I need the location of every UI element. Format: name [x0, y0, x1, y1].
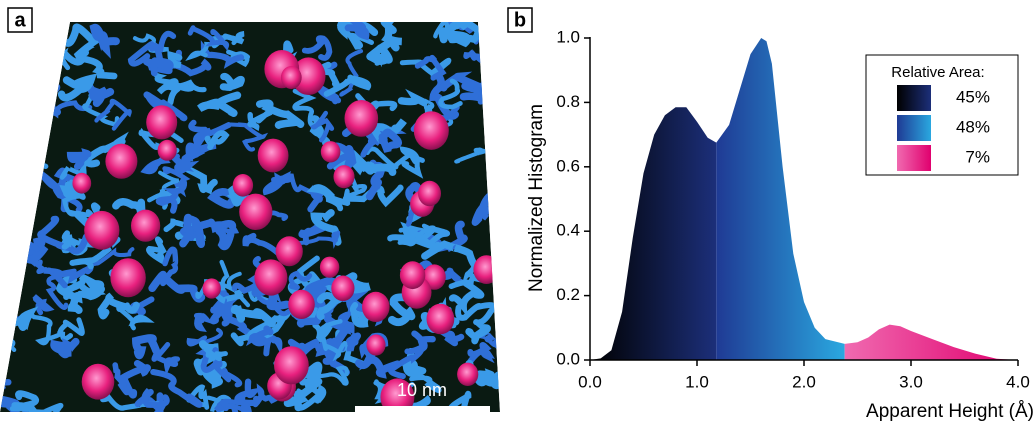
texture-bump: [331, 276, 354, 302]
texture-bump: [321, 141, 341, 162]
legend-swatch: [897, 85, 931, 111]
texture-ridge: [0, 285, 6, 298]
texture-bump: [258, 139, 289, 173]
x-tick-label: 2.0: [792, 372, 816, 391]
texture-bump: [84, 211, 119, 250]
y-tick-label: 0.4: [556, 221, 580, 240]
texture-ridge: [4, 218, 28, 255]
texture-ridge: [0, 126, 16, 145]
texture-ridge: [483, 181, 516, 210]
texture-ridge: [0, 39, 21, 54]
texture-bump: [131, 210, 160, 242]
texture-ridge: [476, 18, 503, 42]
legend: Relative Area: 45% 48% 7%: [866, 55, 1018, 175]
area: [716, 38, 844, 360]
area: [590, 107, 716, 360]
texture-ridge: [65, 233, 71, 247]
texture-bump: [418, 181, 441, 206]
texture-bump: [72, 173, 91, 194]
texture-ridge: [389, 0, 414, 23]
texture-bump: [281, 66, 302, 89]
y-tick-label: 0.6: [556, 156, 580, 175]
y-tick-label: 0.8: [556, 92, 580, 111]
x-tick-label: 4.0: [1006, 372, 1030, 391]
texture-bump: [288, 290, 315, 319]
texture-bump: [158, 140, 177, 161]
texture-ridge: [481, 82, 503, 102]
legend-label: 45%: [956, 87, 990, 106]
texture-bump: [110, 258, 145, 297]
texture-bump: [239, 194, 272, 230]
legend-label: 48%: [956, 117, 990, 136]
texture-bump: [427, 304, 455, 335]
texture-ridge: [17, 89, 40, 115]
x-axis-label: Apparent Height (Å): [866, 401, 1034, 422]
panel-label: b: [514, 9, 526, 31]
area: [845, 325, 1018, 360]
texture-bump: [457, 363, 478, 386]
legend-swatch: [897, 145, 931, 171]
texture-ridge: [22, 165, 45, 176]
figure: a 10 nm b Apparent Height (Å) Normalized…: [0, 0, 1036, 426]
texture-bump: [203, 278, 221, 298]
texture-bump: [276, 236, 303, 266]
legend-label: 7%: [965, 147, 990, 166]
stm-image: [0, 0, 524, 426]
texture-bump: [345, 100, 379, 137]
texture-bump: [146, 105, 177, 139]
texture-bump: [366, 334, 385, 355]
texture-bump: [82, 364, 115, 400]
texture-bump: [105, 144, 137, 179]
texture-ridge: [0, 330, 14, 349]
texture-ridge: [0, 235, 26, 249]
y-tick-label: 0.0: [556, 349, 580, 368]
texture-bump: [274, 346, 309, 384]
texture-ridge: [41, 86, 58, 112]
x-tick-label: 3.0: [899, 372, 923, 391]
x-tick-label: 1.0: [685, 372, 709, 391]
texture-bump: [320, 257, 339, 278]
y-tick-label: 1.0: [556, 27, 580, 46]
texture-bump: [254, 259, 287, 295]
texture-bump: [414, 111, 449, 150]
scale-bar-label: 10 nm: [397, 380, 447, 400]
page: { "panel_a": {"label": "a", "scale_bar":…: [0, 0, 1036, 426]
texture-bump: [334, 165, 355, 188]
texture-bump: [473, 255, 499, 284]
y-axis-label: Normalized Histogram: [526, 104, 547, 292]
texture-bump: [400, 261, 425, 289]
texture-ridge: [1, 310, 29, 327]
y-tick-label: 0.2: [556, 285, 580, 304]
legend-swatch: [897, 115, 931, 141]
panel-label: a: [14, 9, 26, 31]
x-tick-label: 0.0: [578, 372, 602, 391]
legend-title: Relative Area:: [891, 64, 984, 81]
texture-bump: [362, 292, 390, 322]
texture-ridge: [0, 104, 10, 127]
texture-bump: [233, 174, 253, 197]
